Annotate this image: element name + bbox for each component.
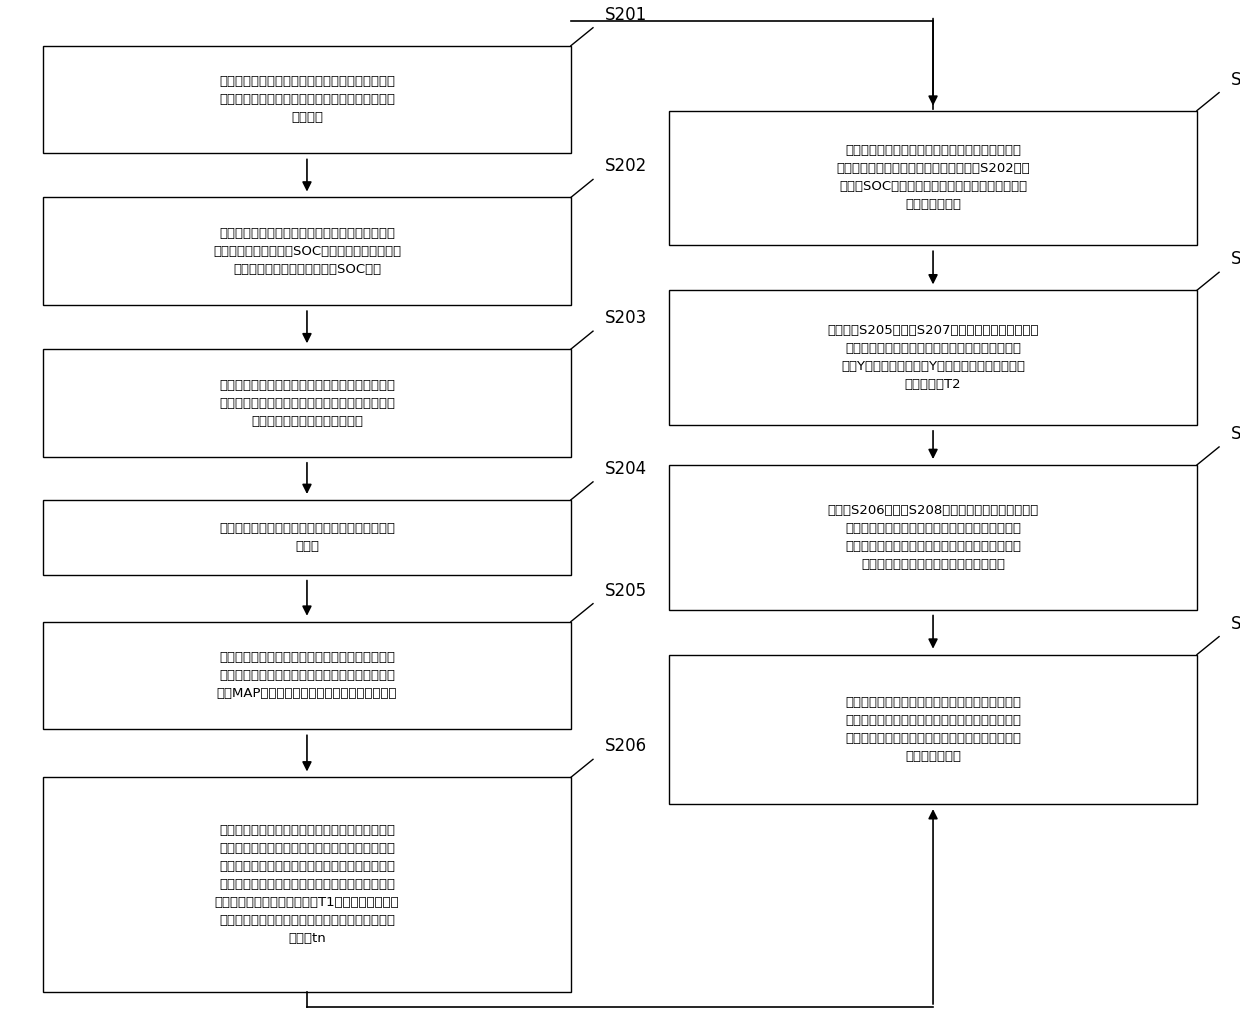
Bar	[43, 777, 570, 992]
Text: 整车热管理控制器根据不同环境温度、不同起始电
芯最低温度下对应的电芯温度加热目标阈值所需时
间的MAP图查表得知交流充电电池加热预测时间: 整车热管理控制器根据不同环境温度、不同起始电 芯最低温度下对应的电芯温度加热目标…	[217, 651, 397, 700]
Text: 当处于交流充电状态时，整车热管理控制器接收来
自电池管理控制模块的SOC信号，整车热管理控制
器记录下交流充电起始时刻的SOC数值: 当处于交流充电状态时，整车热管理控制器接收来 自电池管理控制模块的SOC信号，整…	[213, 226, 401, 276]
Bar	[43, 500, 570, 574]
Bar	[43, 622, 570, 730]
Bar	[43, 349, 570, 457]
Text: S204: S204	[605, 460, 647, 477]
Text: 根据步骤S205至步骤S207得到数据计算得到交流充
电电池加热预测时间与交流充电预测总时间的比例
因子Y，再通过比例因子Y可以得到第二电池加热目
标温度阈值T: 根据步骤S205至步骤S207得到数据计算得到交流充 电电池加热预测时间与交流充…	[827, 324, 1039, 391]
Bar	[43, 45, 570, 153]
Text: S206: S206	[605, 738, 647, 755]
Bar	[670, 290, 1197, 425]
Text: S202: S202	[605, 157, 647, 176]
Text: S201: S201	[605, 6, 647, 24]
Text: 根据给定环境温度和起始电芯最低温度的情况下，
确定电池加热目标温度阈值的最佳阈值取值为电池
加热之后电池放电电量的提升量减去电池加热所耗
电量的差值最大值对应的: 根据给定环境温度和起始电芯最低温度的情况下， 确定电池加热目标温度阈值的最佳阈值…	[215, 824, 399, 945]
Text: S205: S205	[605, 581, 647, 600]
Text: S210: S210	[1231, 614, 1240, 633]
Bar	[670, 110, 1197, 245]
Bar	[670, 465, 1197, 609]
Text: S207: S207	[1231, 71, 1240, 88]
Text: 整车热管理控制器接收来自电池管理控制模块的电
芯最低温度信号，整车热管理控制器记录下交流充
电起始时刻的电芯最低温度数值: 整车热管理控制器接收来自电池管理控制模块的电 芯最低温度信号，整车热管理控制器记…	[219, 379, 396, 427]
Text: 以步骤S206和步骤S208的计算结果为基础进行判断
，可以得到整车热管理控制器控制的最佳电池加热
目标温度值，以兼顾电芯使用寿命（或电芯放电容
量）和交流充电: 以步骤S206和步骤S208的计算结果为基础进行判断 ，可以得到整车热管理控制器…	[827, 504, 1039, 571]
Bar	[43, 198, 570, 306]
Text: 整车热管理控制器根据计算得到电池加热目标温度
阈值启动电池高压加热器加热电池水路循环系统的
冷却液，使其电芯最低温度达到最终执行的电池加
热目标温度阈值: 整车热管理控制器根据计算得到电池加热目标温度 阈值启动电池高压加热器加热电池水路…	[844, 696, 1021, 762]
Text: S203: S203	[605, 309, 647, 327]
Text: 整车热管理控制器接收来自电池管理控制模块的交
流充电状态信号，据此可以判断整车是否处于交流
充电状态: 整车热管理控制器接收来自电池管理控制模块的交 流充电状态信号，据此可以判断整车是…	[219, 75, 396, 125]
Text: 整车热管理控制器通过环境温度传感器采集得到环
境温度: 整车热管理控制器通过环境温度传感器采集得到环 境温度	[219, 522, 396, 553]
Bar	[670, 654, 1197, 805]
Text: 整车热管理控制器根据接收来自电池管理控制模块
的电池总电量和交流充电功率，以及步骤S202记录
的起始SOC，可以计算得到电池不加热工况下的交
流充电预测时间: 整车热管理控制器根据接收来自电池管理控制模块 的电池总电量和交流充电功率，以及步…	[836, 144, 1030, 211]
Text: S209: S209	[1231, 425, 1240, 442]
Text: S208: S208	[1231, 250, 1240, 269]
